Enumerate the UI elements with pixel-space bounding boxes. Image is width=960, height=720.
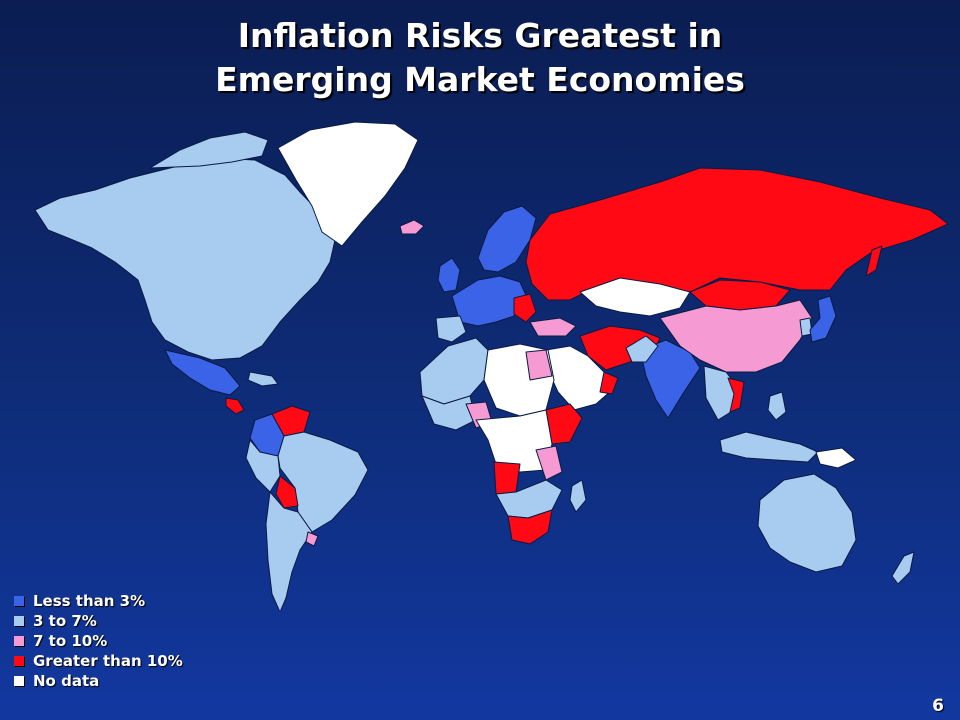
region-argentina-chile [265, 491, 313, 610]
region-scandinavia [477, 205, 537, 273]
region-uruguay [305, 531, 319, 547]
region-australia [757, 473, 857, 573]
region-new-guinea [815, 447, 857, 469]
region-philippines [767, 391, 787, 421]
region-russia [525, 167, 949, 301]
legend-swatch [14, 676, 24, 686]
legend-item: No data [14, 671, 183, 691]
title-line-2: Emerging Market Economies [215, 60, 745, 99]
region-brazil [277, 431, 369, 533]
legend-item: 7 to 10% [14, 631, 183, 651]
region-central-america-high [225, 397, 245, 415]
world-inflation-map [34, 121, 949, 610]
legend-label: No data [33, 672, 100, 690]
region-indonesia [719, 431, 819, 463]
legend-item: Less than 3% [14, 591, 183, 611]
region-bolivia [275, 475, 299, 509]
legend-swatch [14, 596, 24, 606]
region-pakistan [625, 335, 659, 363]
region-peru [245, 439, 281, 493]
region-mexico [164, 349, 241, 396]
region-arctic-islands [149, 131, 269, 169]
region-greenland [277, 121, 419, 247]
legend-item: Greater than 10% [14, 651, 183, 671]
legend-label: Greater than 10% [33, 652, 183, 670]
legend-label: 3 to 7% [33, 612, 97, 630]
legend-swatch [14, 616, 24, 626]
legend-label: Less than 3% [33, 592, 146, 610]
region-new-zealand [891, 551, 915, 585]
region-angola [493, 461, 521, 495]
region-central-asia [579, 277, 691, 317]
region-east-africa [535, 445, 563, 481]
region-madagascar [569, 479, 587, 513]
map-legend: Less than 3% 3 to 7% 7 to 10% Greater than … [14, 591, 183, 691]
legend-item: 3 to 7% [14, 611, 183, 631]
region-iberia [435, 315, 467, 343]
region-japan [809, 295, 837, 343]
region-north-america [34, 157, 336, 361]
page-number: 6 [932, 696, 944, 716]
region-iceland [399, 219, 425, 235]
region-sakhalin [865, 245, 883, 277]
title-line-1: Inflation Risks Greatest in [237, 16, 723, 55]
region-china [659, 299, 813, 373]
region-vietnam [727, 377, 745, 413]
region-india [639, 339, 701, 419]
region-egypt [525, 349, 553, 381]
legend-swatch [14, 636, 24, 646]
legend-swatch [14, 656, 24, 666]
region-caribbean [247, 371, 279, 387]
region-uk [437, 257, 461, 293]
legend-label: 7 to 10% [33, 632, 108, 650]
region-north-africa-west [419, 337, 489, 405]
region-balkans [513, 293, 537, 323]
region-oman [599, 371, 619, 395]
slide-title: Inflation Risks Greatest in Emerging Mar… [0, 14, 960, 102]
region-south-africa [507, 509, 553, 545]
region-turkey [529, 317, 577, 337]
